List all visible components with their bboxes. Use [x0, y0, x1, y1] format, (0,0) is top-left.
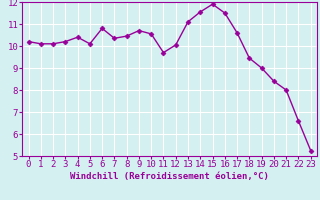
X-axis label: Windchill (Refroidissement éolien,°C): Windchill (Refroidissement éolien,°C) — [70, 172, 269, 181]
